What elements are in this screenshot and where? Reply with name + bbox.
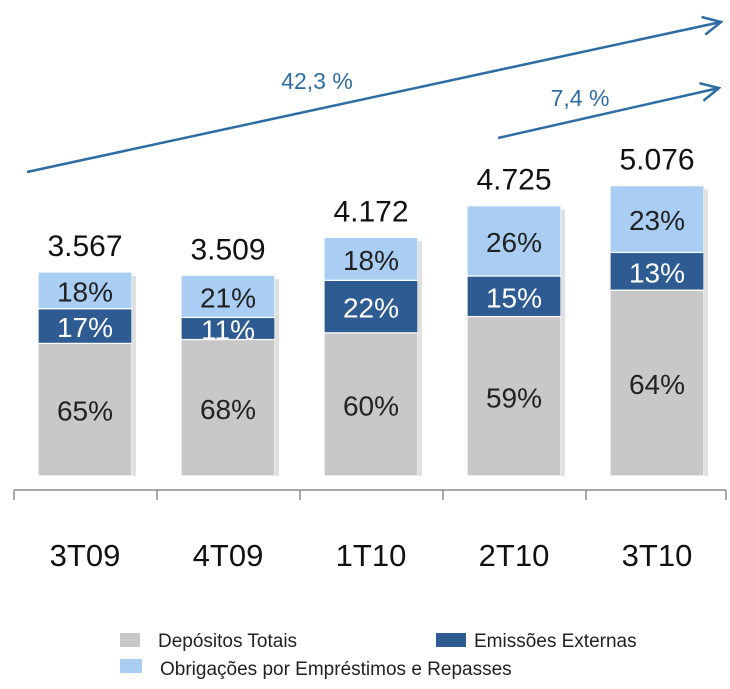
bar-segment-depositos — [323, 332, 419, 477]
bar-segment-label-depositos: 64% — [629, 369, 685, 400]
bar-segment-emissoes — [323, 279, 419, 334]
bar-segment-emissoes — [37, 308, 133, 344]
x-tick-label: 3T10 — [622, 538, 693, 573]
growth-annotation-overall: 42,3 % — [26, 22, 721, 174]
bar-segment-obrigacoes — [180, 274, 276, 319]
legend-swatch-obrigacoes — [120, 659, 142, 673]
bar-stack-4t09: 68% 11%21% 3.509 4T09 — [180, 233, 279, 573]
legend: Depósitos Totais Emissões Externas Obrig… — [120, 631, 637, 680]
bar-segment-obrigacoes — [609, 185, 705, 254]
bar-segment-label-emissoes: 17% — [57, 312, 113, 343]
growth-label-overall: 42,3 % — [281, 68, 353, 94]
legend-swatch-depositos — [120, 633, 140, 647]
growth-label-quarter: 7,4 % — [551, 85, 610, 111]
legend-item-depositos: Depósitos Totais — [120, 631, 297, 652]
legend-swatch-emissoes — [436, 633, 466, 647]
bar-stack-1t10: 60% 22% 18% 4.172 1T10 — [323, 195, 422, 573]
bar-shadow — [418, 241, 422, 476]
bar-segment-label-emissoes: 22% — [343, 293, 399, 324]
bar-stack-2t10: 59% 15% 26% 4.725 2T10 — [466, 164, 565, 573]
legend-label-emissoes: Emissões Externas — [474, 631, 637, 652]
x-tick-label: 3T09 — [50, 538, 121, 573]
bar-total-label: 4.172 — [333, 195, 408, 228]
x-tick-label: 1T10 — [336, 538, 407, 573]
growth-arrow-overall — [26, 22, 721, 174]
bar-segment-label-depositos: 68% — [200, 394, 256, 425]
bar-shadow — [704, 189, 708, 476]
bar-segment-emissoes — [466, 275, 562, 318]
bar-segment-obrigacoes — [37, 271, 133, 310]
legend-label-obrigacoes: Obrigações por Empréstimos e Repasses — [160, 659, 512, 680]
legend-label-depositos: Depósitos Totais — [158, 631, 297, 652]
bar-segment-label-obrigacoes: 18% — [57, 276, 113, 307]
bar-segment-label-emissoes: 13% — [629, 257, 685, 288]
bar-segment-depositos — [609, 289, 705, 477]
bar-group: 65% 17% 18% 3.567 3T09 68% 11%21% 3.509 4T09 60% 2… — [37, 144, 708, 573]
bar-segment-depositos — [466, 315, 562, 477]
bar-total-label: 3.567 — [47, 230, 122, 263]
x-tick-label: 4T09 — [193, 538, 264, 573]
bar-shadow — [132, 275, 136, 476]
bar-segment-label-emissoes: 15% — [486, 282, 542, 313]
x-tick-label: 2T10 — [479, 538, 550, 573]
growth-arrow-quarter — [497, 88, 719, 140]
bar-total-label: 4.725 — [476, 164, 551, 197]
bar-shadow — [275, 279, 279, 476]
bar-segment-label-emissoes: 11% — [201, 314, 255, 345]
bar-segment-label-obrigacoes: 23% — [629, 205, 685, 236]
legend-item-obrigacoes: Obrigações por Empréstimos e Repasses — [120, 659, 512, 680]
bar-segment-label-depositos: 60% — [343, 390, 399, 421]
growth-annotation-quarter: 7,4 % — [497, 85, 719, 140]
bar-segment-label-depositos: 59% — [486, 382, 542, 413]
bar-segment-depositos — [37, 342, 133, 477]
legend-item-emissoes: Emissões Externas — [436, 631, 637, 652]
bar-stack-3t10: 64% 13% 23% 5.076 3T10 — [609, 144, 708, 573]
bar-segment-label-obrigacoes: 21% — [200, 282, 256, 313]
bar-stack-3t09: 65% 17% 18% 3.567 3T09 — [37, 230, 136, 573]
bar-shadow — [561, 209, 565, 477]
bar-segment-label-obrigacoes: 18% — [343, 245, 399, 276]
bar-total-label: 3.509 — [190, 233, 265, 266]
bar-segment-emissoes — [609, 251, 705, 291]
bar-segment-label-obrigacoes: 26% — [486, 227, 542, 258]
bar-segment-depositos — [180, 338, 276, 477]
bar-segment-obrigacoes — [323, 236, 419, 281]
x-axis-ticks — [13, 490, 727, 500]
bar-segment-label-depositos: 65% — [57, 396, 113, 427]
bar-total-label: 5.076 — [619, 144, 694, 177]
bar-segment-obrigacoes — [466, 205, 562, 277]
